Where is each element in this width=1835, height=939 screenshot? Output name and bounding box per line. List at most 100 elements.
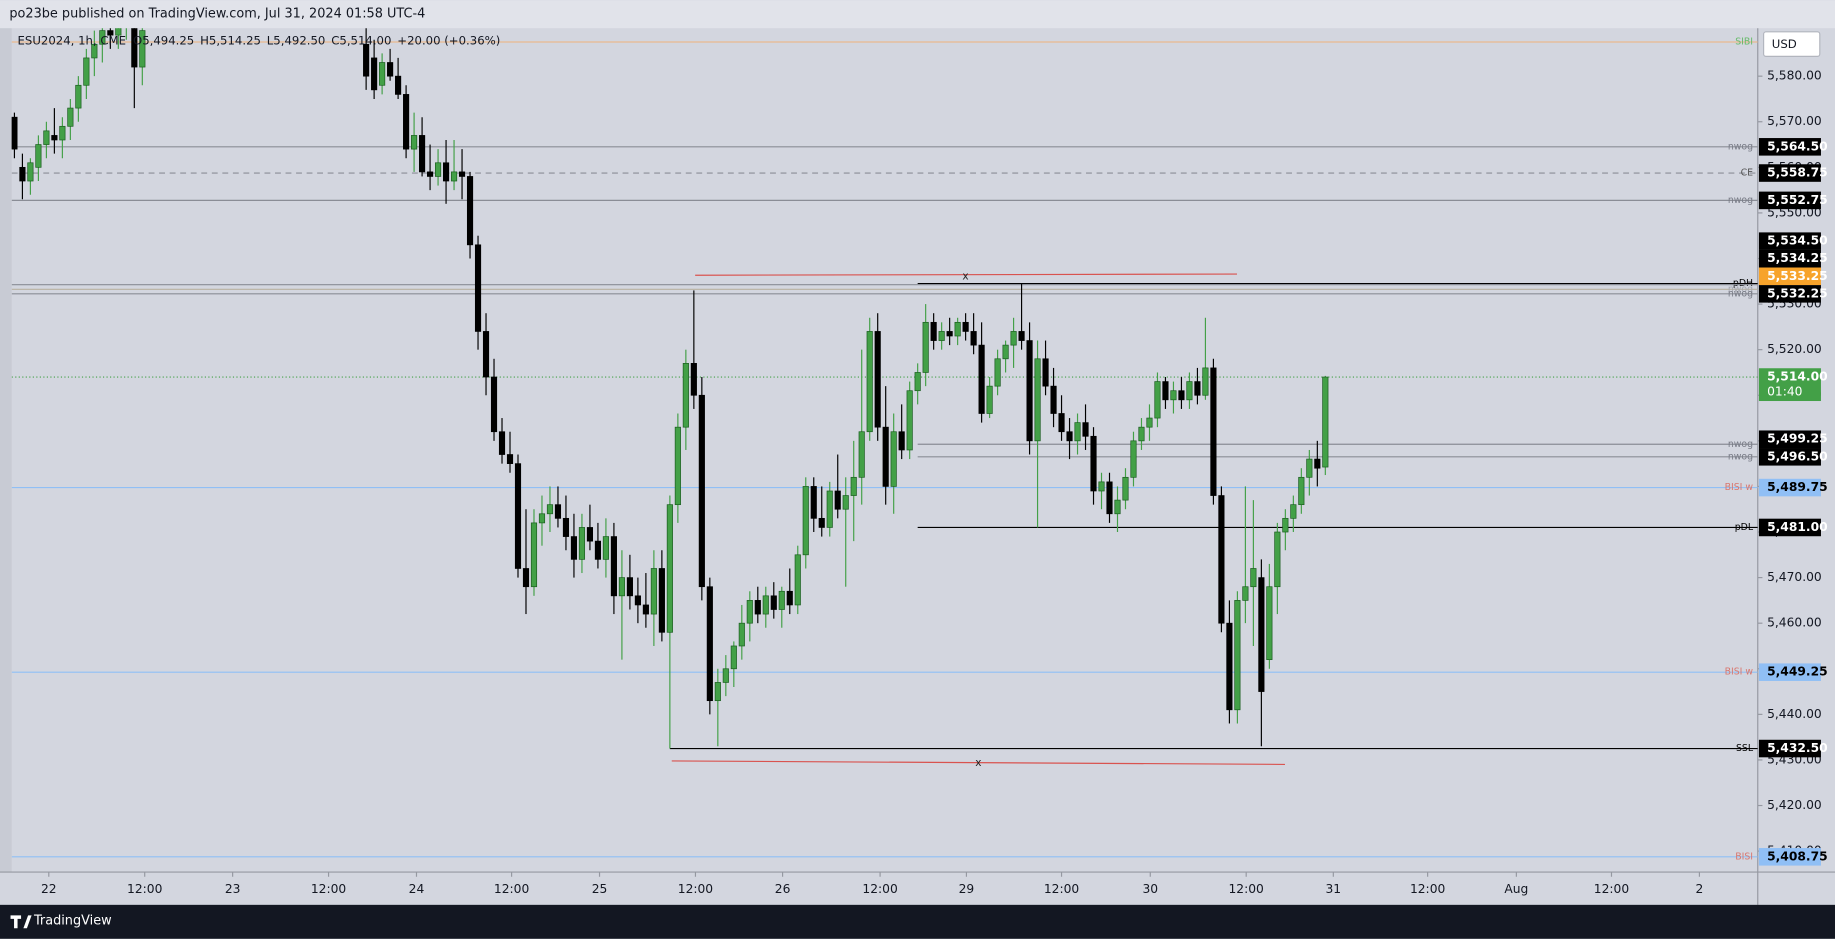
y-tick-label: 5,580.00 — [1767, 69, 1822, 83]
level-label: pDL — [1735, 522, 1754, 533]
candle-body — [850, 476, 857, 496]
candle-body — [1322, 376, 1329, 468]
candle-body — [514, 463, 522, 569]
x-tick-label: 2 — [1696, 882, 1704, 896]
x-tick-label: Aug — [1504, 882, 1528, 896]
candle-body — [818, 517, 825, 528]
level-label: pDH — [1733, 278, 1753, 289]
candle-body — [1314, 458, 1321, 469]
x-tick-label: 26 — [775, 882, 791, 896]
candle-body — [922, 321, 929, 373]
candle-body — [1250, 568, 1257, 588]
footer — [0, 904, 1835, 939]
x-tick-label: 12:00 — [494, 882, 529, 896]
candle-body — [1146, 417, 1153, 428]
x-tick-label: 12:00 — [1044, 882, 1079, 896]
candle-body — [522, 568, 530, 588]
candle-body — [978, 344, 985, 414]
candle-body — [1234, 600, 1241, 711]
candle-body — [1178, 390, 1185, 401]
price-badge-label: 5,481.00 — [1767, 520, 1828, 534]
level-label: nwog — [1728, 288, 1753, 299]
level-label: BISI — [1735, 851, 1753, 862]
level-label: nwog — [1728, 141, 1753, 152]
candle-body — [379, 62, 386, 86]
x-tick-label: 24 — [409, 882, 425, 896]
x-tick-label: 12:00 — [862, 882, 897, 896]
candle-body — [131, 28, 138, 68]
candle-body — [962, 321, 969, 332]
candle-body — [442, 162, 450, 182]
level-label: SIBI — [1735, 36, 1753, 47]
candle-body — [810, 486, 817, 519]
currency-button[interactable] — [1763, 31, 1821, 57]
candle-body — [682, 363, 689, 428]
candle-body — [834, 490, 841, 510]
candle-body — [1226, 622, 1233, 711]
x-tick-label: 12:00 — [1594, 882, 1629, 896]
candle-body — [1050, 385, 1057, 414]
candle-body — [786, 590, 793, 606]
chart-bg — [0, 28, 1835, 905]
candle-body — [930, 321, 937, 341]
candle-body — [1090, 435, 1097, 492]
annotation: x — [975, 757, 981, 769]
candle-body — [1042, 358, 1049, 387]
candle-body — [75, 84, 82, 109]
candle-body — [91, 43, 98, 59]
candle-body — [99, 30, 106, 45]
candle-body — [1002, 344, 1009, 360]
y-tick-label: 5,460.00 — [1767, 616, 1822, 630]
candle-body — [1074, 422, 1081, 442]
x-tick-label: 12:00 — [127, 882, 162, 896]
currency[interactable]: USD — [1772, 37, 1797, 51]
y-tick-label: 5,420.00 — [1767, 798, 1822, 812]
candle-body — [530, 522, 538, 588]
y-tick-label: 5,440.00 — [1767, 707, 1822, 721]
candle-body — [578, 527, 586, 560]
candle-body — [754, 600, 761, 615]
candle-body — [690, 363, 697, 396]
price-badge-label: 5,408.75 — [1767, 849, 1828, 863]
price-badge — [1758, 739, 1821, 758]
candle-body — [1202, 367, 1209, 396]
candle-body — [115, 28, 122, 36]
candle-body — [1170, 390, 1177, 401]
x-tick-label: 30 — [1142, 882, 1158, 896]
candle-body — [411, 135, 418, 150]
candle-body — [1010, 331, 1017, 346]
candle-body — [1066, 431, 1073, 442]
candle-body — [730, 645, 737, 670]
x-tick-label: 12:00 — [1410, 882, 1445, 896]
price-badge — [1758, 164, 1821, 182]
candle-body — [714, 682, 721, 702]
candle-body — [674, 426, 681, 506]
level-label: BISI w — [1725, 482, 1754, 493]
candle-body — [666, 504, 673, 633]
candle-body — [570, 536, 578, 560]
level-label: nwog — [1728, 195, 1753, 206]
candle-body — [626, 577, 633, 597]
candle-body — [450, 171, 458, 182]
candle-body — [698, 394, 705, 588]
candle-body — [1098, 481, 1105, 492]
candle-body — [1154, 381, 1161, 419]
candle-body — [658, 568, 665, 633]
level-label: nwog — [1728, 451, 1753, 462]
candle-body — [43, 130, 50, 145]
price-badge-label: 5,532.25 — [1767, 286, 1828, 300]
candle-body — [1018, 331, 1025, 341]
price-badge-label: 5,534.50 — [1767, 234, 1828, 248]
candle-body — [954, 321, 961, 337]
candle-body — [1106, 481, 1113, 515]
level-label: CE — [1741, 168, 1754, 179]
candle-body — [738, 622, 745, 647]
price-badge — [1758, 518, 1821, 537]
candle-body — [722, 668, 729, 683]
candle-body — [938, 331, 945, 341]
price-badge — [1758, 478, 1821, 497]
candle-body — [1274, 531, 1281, 588]
candle-body — [1130, 440, 1137, 478]
